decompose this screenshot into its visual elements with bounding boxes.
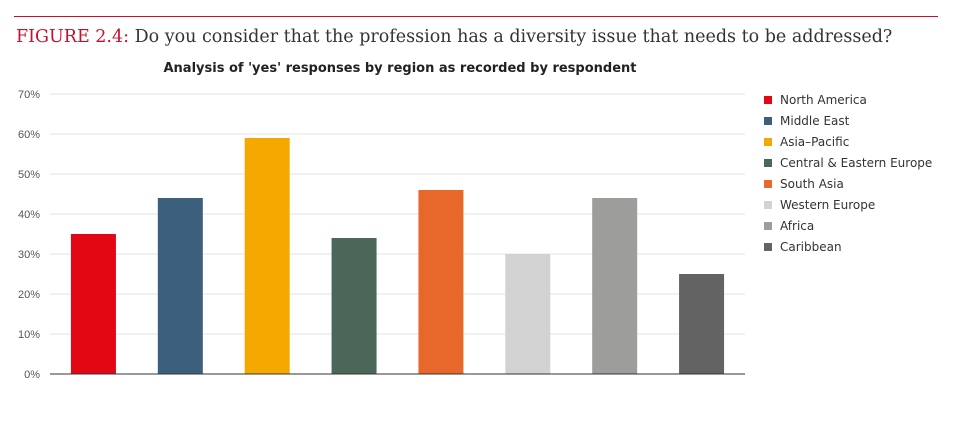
legend-swatch — [764, 158, 772, 167]
legend-swatch — [764, 200, 772, 209]
legend-swatch — [764, 179, 772, 188]
y-tick-label: 40% — [18, 209, 40, 221]
legend-item: Central & Eastern Europe — [764, 152, 932, 173]
legend-label: South Asia — [780, 176, 844, 191]
y-tick-label: 60% — [18, 129, 40, 141]
y-tick-label: 30% — [18, 249, 40, 261]
bar-western-europe — [505, 254, 551, 374]
bar-south-asia — [418, 190, 464, 374]
gridlines — [50, 93, 745, 335]
legend-item: North America — [764, 89, 932, 110]
legend-swatch — [764, 95, 772, 104]
legend-item: Caribbean — [764, 236, 932, 257]
top-rule — [14, 16, 938, 17]
figure-question: Do you consider that the profession has … — [129, 27, 893, 47]
bar-central-eastern-europe — [331, 238, 377, 374]
legend: North America Middle East Asia–Pacific Cent… — [764, 89, 932, 257]
bar-caribbean — [679, 274, 725, 374]
y-axis-ticks: 0% 10% 20% 30% 40% 50% 60% 70% — [18, 89, 40, 381]
y-tick-label: 50% — [18, 169, 40, 181]
legend-item: Middle East — [764, 110, 932, 131]
figure-label: FIGURE 2.4: — [16, 27, 130, 47]
legend-item: South Asia — [764, 173, 932, 194]
y-tick-label: 10% — [18, 329, 40, 341]
legend-item: Western Europe — [764, 194, 932, 215]
bar-middle-east — [157, 198, 203, 374]
legend-label: Caribbean — [780, 239, 842, 254]
chart-title: Analysis of 'yes' responses by region as… — [163, 61, 637, 76]
legend-swatch — [764, 221, 772, 230]
legend-label: Africa — [780, 218, 815, 233]
bar-north-america — [70, 234, 116, 374]
bar-asia-pacific — [244, 138, 290, 374]
legend-item: Asia–Pacific — [764, 131, 932, 152]
figure-title: FIGURE 2.4: Do you consider that the pro… — [16, 27, 892, 47]
legend-label: Asia–Pacific — [780, 134, 850, 149]
legend-label: Western Europe — [780, 197, 876, 212]
y-tick-label: 70% — [18, 89, 40, 101]
legend-label: Central & Eastern Europe — [780, 155, 933, 170]
legend-swatch — [764, 137, 772, 146]
legend-item: Africa — [764, 215, 932, 236]
y-tick-label: 20% — [18, 289, 40, 301]
legend-label: North America — [780, 92, 867, 107]
legend-swatch — [764, 116, 772, 125]
y-tick-label: 0% — [24, 369, 40, 381]
legend-label: Middle East — [780, 113, 850, 128]
bar-africa — [592, 198, 638, 374]
bars — [70, 138, 725, 374]
legend-swatch — [764, 242, 772, 251]
